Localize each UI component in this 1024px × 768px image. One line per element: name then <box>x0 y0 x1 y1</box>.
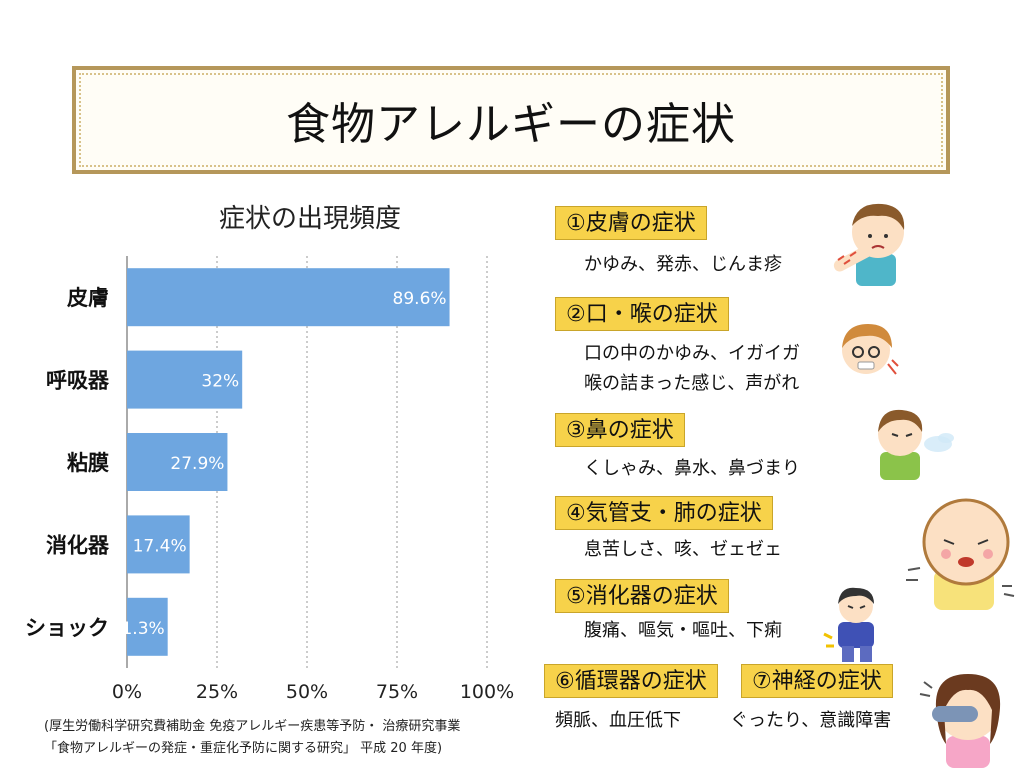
symptom-badge-lung: ④気管支・肺の症状 <box>555 496 773 530</box>
symptom-desc-line: 口の中のかゆみ、イガイガ <box>584 343 800 364</box>
category-label: 粘膜 <box>67 451 109 475</box>
throat-child-illustration <box>842 324 899 375</box>
symptom-desc-line: 喉の詰まった感じ、声がれ <box>584 373 800 394</box>
symptom-badge-nerve: ⑦神経の症状 <box>741 664 893 698</box>
symptom-desc-nose: くしゃみ、鼻水、鼻づまり <box>584 454 800 484</box>
symptom-desc-line: 腹痛、嘔気・嘔吐、下痢 <box>584 620 782 641</box>
x-tick-label: 25% <box>196 681 238 703</box>
page-title: 食物アレルギーの症状 <box>286 99 736 150</box>
bar <box>127 268 450 327</box>
source-note: (厚生労働科学研究費補助金 免疫アレルギー疾患等予防・ 治療研究事業 「食物アレ… <box>44 716 460 760</box>
value-label: 32% <box>201 372 239 392</box>
weak-child-illustration <box>919 674 1001 768</box>
category-label: ショック <box>25 616 109 640</box>
symptom-desc-line: かゆみ、発赤、じんま疹 <box>584 254 782 275</box>
value-label: 89.6% <box>393 289 447 309</box>
value-label: 27.9% <box>170 454 224 474</box>
symptom-desc-circulatory: 頻脈、血圧低下 <box>555 706 681 736</box>
symptom-desc-lung: 息苦しさ、咳、ゼェゼェ <box>584 535 782 565</box>
bar-chart: 0% 25% 50% 75% 100% 皮膚 89.6% 呼吸器 32% 粘膜 27.9% 消化器 17… <box>25 256 514 703</box>
symptom-desc-nerve: ぐったり、意識障害 <box>730 706 891 736</box>
symptom-desc-digestive: 腹痛、嘔気・嘔吐、下痢 <box>584 616 782 646</box>
symptom-desc-skin: かゆみ、発赤、じんま疹 <box>584 250 782 280</box>
source-line-2: 「食物アレルギーの発症・重症化予防に関する研究」 平成 20 年度) <box>44 741 443 756</box>
symptom-badge-throat: ②口・喉の症状 <box>555 297 729 331</box>
itchy-skin-child-illustration <box>833 203 905 286</box>
category-label: 呼吸器 <box>46 369 110 393</box>
bar <box>127 433 228 491</box>
title-frame: 食物アレルギーの症状 <box>72 66 950 174</box>
value-label: 17.4% <box>133 536 187 556</box>
symptom-desc-line: 頻脈、血圧低下 <box>555 710 681 731</box>
symptom-badge-skin: ①皮膚の症状 <box>555 206 707 240</box>
symptom-badge-digestive: ⑤消化器の症状 <box>555 579 729 613</box>
x-tick-label: 50% <box>286 681 328 703</box>
chart-title: 症状の出現頻度 <box>218 204 401 234</box>
symptom-badge-nose: ③鼻の症状 <box>555 413 685 447</box>
symptom-badge-circulatory: ⑥循環器の症状 <box>544 664 718 698</box>
bar <box>127 350 243 409</box>
value-label: 11.3% <box>111 619 165 639</box>
symptom-desc-line: 息苦しさ、咳、ゼェゼェ <box>584 539 782 560</box>
stomachache-child-illustration <box>823 587 874 662</box>
symptom-desc-line: くしゃみ、鼻水、鼻づまり <box>584 458 800 479</box>
category-label: 皮膚 <box>67 286 109 310</box>
x-tick-label: 0% <box>112 681 142 703</box>
source-line-1: (厚生労働科学研究費補助金 免疫アレルギー疾患等予防・ 治療研究事業 <box>44 719 461 734</box>
breathless-child-illustration <box>906 498 1015 610</box>
bar <box>127 597 168 656</box>
category-label: 消化器 <box>46 533 110 557</box>
bar <box>127 515 190 574</box>
symptom-desc-line: ぐったり、意識障害 <box>730 710 892 731</box>
sneezing-child-illustration <box>878 409 954 480</box>
x-tick-label: 75% <box>376 681 418 703</box>
x-tick-label: 100% <box>460 681 514 703</box>
symptom-desc-throat: 口の中のかゆみ、イガイガ 喉の詰まった感じ、声がれ <box>584 339 800 399</box>
